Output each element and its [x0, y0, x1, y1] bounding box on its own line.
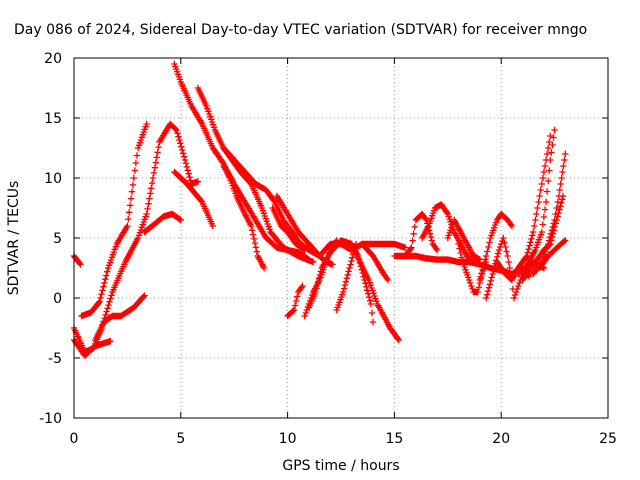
y-tick-label: 5 [53, 231, 62, 247]
series-track-9 [220, 162, 268, 272]
x-tick-label: 25 [599, 431, 617, 447]
y-tick-label: -5 [48, 351, 62, 367]
series-track-3 [70, 336, 114, 359]
y-tick-label: 0 [53, 291, 62, 307]
series-track-5 [141, 210, 184, 236]
series-track-6 [171, 168, 216, 230]
series-track-21 [419, 201, 477, 266]
y-axis: -10 -5 0 5 10 15 20 [39, 51, 608, 427]
series-track-4 [92, 292, 148, 344]
series-track-22 [444, 216, 483, 263]
series-track-26 [493, 132, 554, 284]
series-track-11 [269, 204, 308, 254]
series-track-17 [348, 240, 377, 326]
series-track-24 [476, 210, 516, 284]
x-axis-label: GPS time / hours [282, 458, 399, 474]
chart-title: Day 086 of 2024, Sidereal Day-to-day VTE… [14, 22, 587, 38]
series-track-13 [284, 282, 306, 320]
y-tick-label: 20 [44, 51, 62, 67]
data-series [70, 60, 569, 359]
x-tick-label: 15 [385, 431, 403, 447]
x-tick-label: 0 [70, 431, 79, 447]
series-track-20 [401, 210, 441, 260]
x-tick-label: 5 [176, 431, 185, 447]
x-axis: 0 5 10 15 20 25 [70, 58, 617, 447]
series-track-18 [359, 240, 392, 284]
series-track-30 [515, 258, 548, 278]
y-axis-label: SDTVAR / TECUs [6, 181, 22, 296]
y-tick-label: -10 [39, 411, 62, 427]
x-tick-label: 20 [492, 431, 510, 447]
grid-lines [74, 58, 608, 418]
series-track-10 [220, 144, 409, 260]
x-tick-label: 10 [279, 431, 297, 447]
y-tick-label: 15 [44, 111, 62, 127]
y-tick-label: 10 [44, 171, 62, 187]
